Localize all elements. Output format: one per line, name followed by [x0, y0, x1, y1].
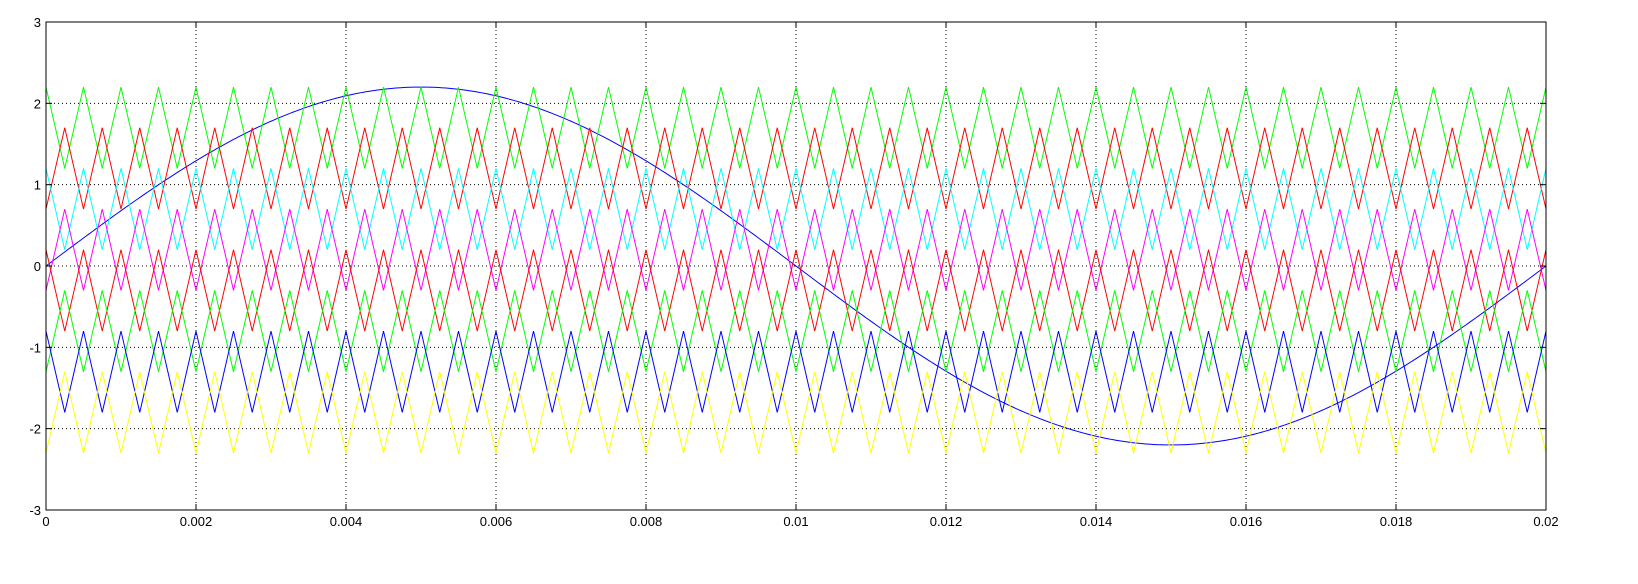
x-tick-label: 0.018 — [1380, 514, 1413, 529]
x-axis-tick-labels: 0 0.002 0.004 0.006 0.008 0.01 0.012 0.014 0.016… — [42, 514, 1558, 529]
carrier-triangle-line-4 — [45, 208, 1547, 291]
carrier-triangle-line-1 — [45, 86, 1547, 169]
reference-sine-line — [45, 86, 1547, 446]
y-tick-label: 3 — [34, 15, 41, 30]
carrier-triangle-line-8 — [45, 371, 1547, 454]
x-tick-label: 0.016 — [1230, 514, 1263, 529]
x-tick-label: 0.004 — [330, 514, 363, 529]
y-tick-label: -3 — [29, 503, 41, 518]
y-tick-label: 2 — [34, 96, 41, 111]
carrier-triangle-line-5 — [45, 249, 1547, 332]
x-tick-label: 0 — [42, 514, 49, 529]
axis-ticks — [45, 21, 1547, 511]
x-tick-label: 0.014 — [1080, 514, 1113, 529]
carrier-triangle-line-2 — [45, 127, 1547, 210]
carrier-triangle-line-3 — [45, 168, 1547, 250]
x-tick-label: 0.012 — [930, 514, 963, 529]
x-tick-label: 0.006 — [480, 514, 513, 529]
carrier-triangle-line-7 — [45, 330, 1547, 413]
x-tick-label: 0.01 — [783, 514, 808, 529]
y-axis-tick-labels: -3 -2 -1 0 1 2 3 — [29, 15, 41, 518]
y-tick-label: 0 — [34, 259, 41, 274]
carrier-triangle-line-6 — [45, 290, 1547, 372]
y-tick-label: 1 — [34, 178, 41, 193]
y-tick-label: -2 — [29, 422, 41, 437]
y-tick-label: -1 — [29, 340, 41, 355]
x-tick-label: 0.008 — [630, 514, 663, 529]
x-tick-label: 0.002 — [180, 514, 213, 529]
x-tick-label: 0.02 — [1533, 514, 1558, 529]
plot-traces — [45, 86, 1547, 454]
